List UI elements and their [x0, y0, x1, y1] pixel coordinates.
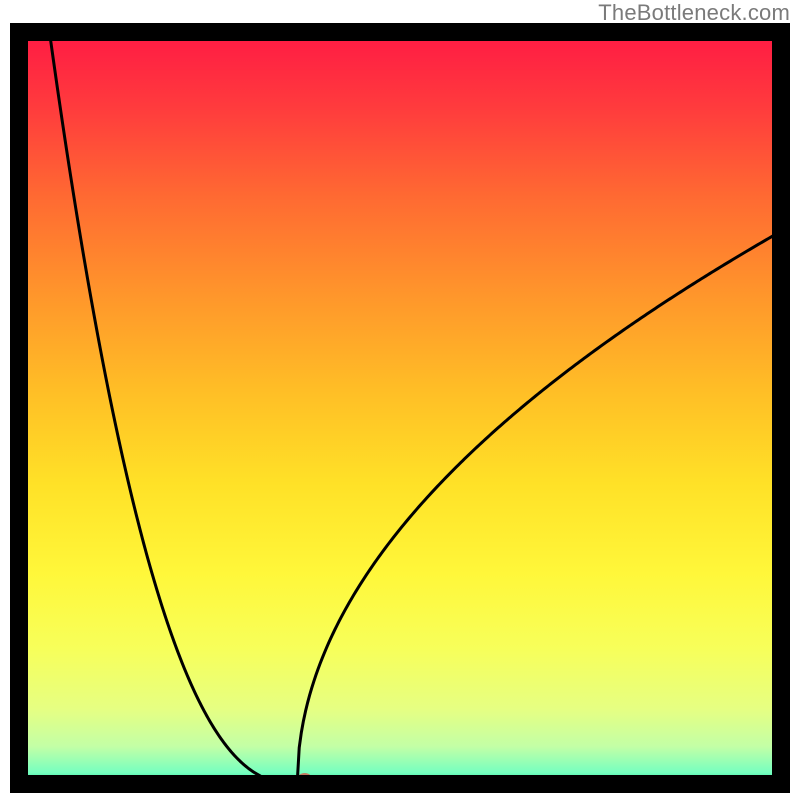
gradient-background	[19, 32, 781, 784]
chart-stage: TheBottleneck.com	[0, 0, 800, 800]
watermark-text: TheBottleneck.com	[598, 0, 790, 26]
bottleneck-chart	[0, 0, 800, 800]
